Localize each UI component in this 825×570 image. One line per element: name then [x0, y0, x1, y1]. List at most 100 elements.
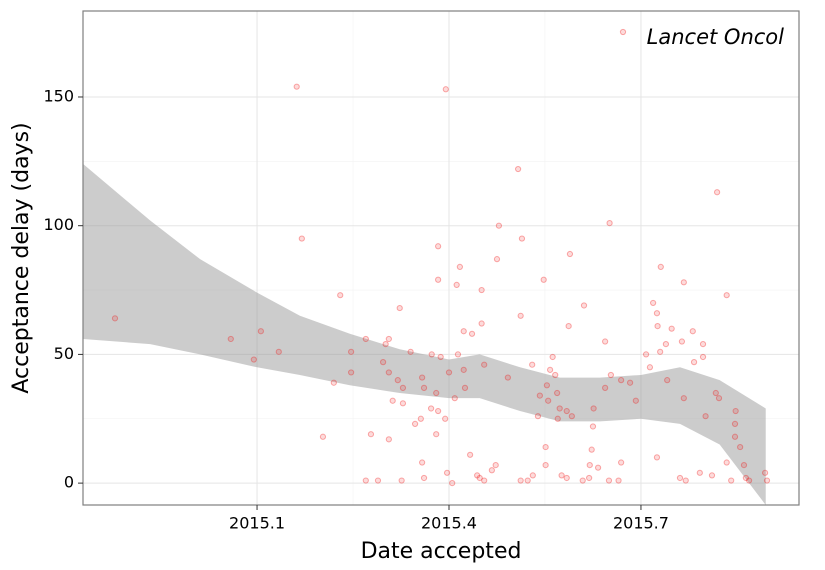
point [517, 477, 524, 484]
point [492, 461, 499, 469]
point [761, 469, 769, 476]
point [460, 366, 467, 373]
point [518, 235, 526, 242]
point [382, 341, 389, 348]
point [554, 415, 561, 422]
point [529, 361, 536, 368]
point [437, 353, 444, 361]
point [680, 395, 687, 402]
point [495, 222, 503, 229]
point [586, 461, 593, 469]
point [454, 351, 462, 358]
point [742, 474, 749, 482]
point [763, 477, 771, 484]
x-tick-label: 2015.1 [229, 514, 285, 533]
point [385, 369, 392, 376]
point [362, 477, 369, 484]
point [433, 431, 440, 438]
point [461, 384, 469, 391]
point [536, 392, 543, 399]
point [664, 377, 671, 384]
point [745, 477, 753, 484]
x-tick-label: 2015.4 [421, 514, 477, 533]
point [476, 474, 483, 482]
point [478, 286, 485, 294]
point [460, 328, 467, 335]
y-tick-label: 150 [43, 86, 74, 105]
point [605, 477, 613, 484]
point [417, 415, 424, 422]
point [563, 474, 570, 482]
point [362, 335, 369, 343]
point [257, 328, 264, 335]
point [696, 469, 703, 476]
point [275, 348, 282, 355]
point [556, 405, 563, 412]
legend-marker [619, 28, 627, 36]
point [399, 384, 407, 391]
point [740, 461, 748, 469]
point [543, 382, 550, 389]
x-axis-title: Date accepted [361, 539, 522, 564]
point [111, 315, 119, 322]
point [580, 302, 588, 309]
point [678, 338, 686, 345]
point [542, 461, 549, 469]
point [394, 377, 401, 384]
point [481, 361, 488, 368]
point [250, 356, 257, 363]
point [650, 299, 657, 307]
point [602, 384, 609, 391]
point [566, 250, 574, 258]
point [642, 351, 650, 358]
point [607, 371, 614, 379]
point [481, 477, 488, 484]
point [699, 341, 707, 348]
point [646, 364, 654, 371]
point [411, 420, 419, 428]
point [529, 472, 536, 479]
point [420, 384, 428, 391]
point [732, 407, 739, 415]
point [702, 413, 709, 420]
point [515, 165, 522, 173]
point [389, 397, 396, 404]
point [298, 235, 305, 242]
point [504, 374, 511, 381]
point [442, 86, 449, 93]
x-tick-label: 2015.7 [613, 514, 669, 533]
point [534, 413, 542, 420]
point [399, 400, 407, 407]
point [385, 436, 392, 443]
point [558, 472, 565, 479]
point [474, 472, 481, 479]
point [723, 292, 730, 299]
point [445, 369, 453, 376]
point [540, 276, 547, 283]
point [554, 389, 561, 397]
point [588, 446, 595, 453]
point [690, 359, 698, 366]
point [626, 379, 634, 386]
point [367, 431, 375, 438]
point [443, 469, 451, 476]
y-tick-label: 100 [43, 215, 74, 234]
point [715, 395, 723, 402]
point [293, 83, 300, 90]
point [227, 335, 234, 343]
point [337, 292, 344, 299]
y-tick-label: 50 [54, 344, 74, 363]
point [467, 451, 474, 458]
point [618, 377, 625, 384]
point [662, 341, 670, 348]
plot-border [82, 10, 800, 506]
y-tick-label: 0 [64, 473, 74, 492]
point [428, 351, 435, 358]
confidence-band [83, 163, 766, 505]
point [594, 464, 602, 471]
point [449, 480, 456, 487]
point [433, 389, 440, 397]
point [442, 415, 449, 422]
point [419, 459, 426, 466]
point [682, 477, 689, 484]
